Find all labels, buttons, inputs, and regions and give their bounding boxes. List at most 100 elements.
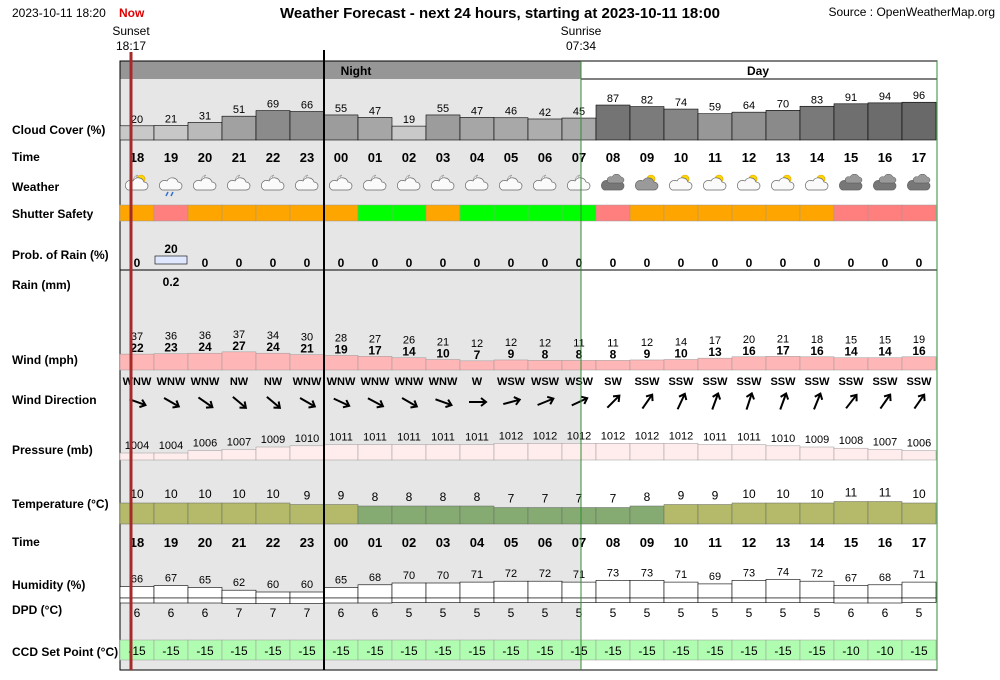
shutter-safety-cell	[663, 204, 699, 222]
cloud-cover-bar	[493, 117, 529, 141]
temperature-bar	[833, 501, 869, 525]
cloud-cover-bar	[391, 125, 427, 141]
wind-arrow-icon	[779, 392, 790, 410]
dpd-bar	[833, 597, 869, 604]
pressure-value: 1012	[499, 430, 523, 442]
dpd-value: 6	[168, 606, 175, 620]
pressure-value: 1009	[805, 434, 829, 446]
dpd-value: 5	[576, 606, 583, 620]
shutter-safety-cell	[391, 204, 427, 222]
wind-speed-bar	[901, 356, 937, 371]
shutter-safety-cell	[765, 204, 801, 222]
dpd-value: 5	[440, 606, 447, 620]
wind-speed-bar	[663, 359, 699, 371]
hour-label: 01	[368, 150, 382, 165]
dpd-bar	[493, 597, 529, 603]
ccd-set-point-cell	[901, 639, 937, 661]
pressure-bar	[561, 443, 597, 461]
row-label-wind-direction: Wind Direction	[12, 393, 97, 407]
wind-arrow-icon	[367, 397, 385, 409]
humidity-bar	[357, 584, 393, 599]
shutter-safety-cell	[425, 204, 461, 222]
humidity-bar	[323, 587, 359, 599]
humidity-value: 72	[811, 568, 823, 580]
cloud-cover-bar	[459, 117, 495, 141]
wind-arrow-icon	[606, 394, 621, 409]
pressure-bar	[255, 446, 291, 461]
broken-clouds-day-icon	[635, 174, 659, 191]
temperature-bar	[289, 504, 325, 525]
pressure-bar	[391, 444, 427, 461]
temperature-value: 10	[130, 487, 144, 501]
rain-probability-value: 0	[304, 256, 311, 270]
partly-cloudy-night-icon	[193, 174, 217, 191]
wind-direction-label: SSW	[838, 376, 864, 388]
wind-direction-label: SW	[604, 376, 622, 388]
wind-speed-bar	[595, 360, 631, 371]
wind-arrow-icon	[299, 397, 317, 409]
hour-label-bottom: 16	[878, 535, 892, 550]
pressure-bar	[221, 449, 257, 461]
temperature-bar	[629, 505, 665, 525]
hour-label-bottom: 22	[266, 535, 280, 550]
dpd-bar	[221, 597, 257, 604]
pressure-bar	[799, 446, 835, 461]
wind-arrow-icon	[266, 396, 282, 409]
temperature-value: 8	[440, 490, 447, 504]
wind-arrow-icon	[503, 396, 522, 406]
wind-direction-label: SSW	[668, 376, 694, 388]
dpd-bar	[595, 597, 631, 603]
partly-cloudy-night-icon	[465, 174, 489, 191]
wind-gust-value: 21	[777, 333, 789, 345]
cloud-cover-bar	[697, 113, 733, 141]
partly-cloudy-night-icon	[363, 174, 387, 191]
rain-probability-value: 0	[338, 256, 345, 270]
wind-arrow-icon	[571, 395, 589, 407]
wind-speed-value: 24	[266, 340, 280, 354]
dpd-value: 5	[644, 606, 651, 620]
pressure-value: 1008	[839, 435, 863, 447]
dpd-bar	[867, 597, 903, 604]
pressure-value: 1011	[431, 432, 455, 444]
wind-speed-bar	[527, 360, 563, 371]
temperature-value: 10	[742, 487, 756, 501]
cloud-cover-bar	[765, 110, 801, 141]
cloud-cover-bar	[595, 104, 631, 141]
dpd-value: 7	[304, 606, 311, 620]
hour-label-bottom: 15	[844, 535, 858, 550]
pressure-bar	[697, 444, 733, 461]
rain-probability-value: 0	[270, 256, 277, 270]
pressure-bar	[663, 443, 699, 461]
hour-label: 02	[402, 150, 416, 165]
cloud-cover-value: 31	[199, 110, 211, 122]
source-label: Source : OpenWeatherMap.org	[828, 5, 995, 19]
cloud-cover-value: 82	[641, 95, 653, 107]
hour-label: 06	[538, 150, 552, 165]
wind-direction-label: WNW	[157, 376, 186, 388]
humidity-value: 71	[471, 569, 483, 581]
hour-label-bottom: 04	[470, 535, 485, 550]
wind-arrow-icon	[469, 397, 488, 407]
wind-gust-value: 20	[743, 334, 755, 346]
dpd-value: 5	[474, 606, 481, 620]
cloud-cover-value: 91	[845, 92, 857, 104]
hour-label-bottom: 13	[776, 535, 790, 550]
wind-speed-value: 10	[674, 347, 688, 361]
humidity-value: 65	[335, 575, 347, 587]
row-label-pressure: Pressure (mb)	[12, 443, 93, 457]
temperature-value: 10	[266, 487, 280, 501]
shutter-safety-cell	[493, 204, 529, 222]
wind-arrow-icon	[537, 395, 555, 406]
cloud-cover-bar	[901, 101, 937, 141]
shutter-safety-cell	[833, 204, 869, 222]
wind-speed-bar	[697, 357, 733, 371]
humidity-bar	[255, 591, 291, 599]
ccd-set-point-value: -15	[706, 644, 724, 658]
pressure-value: 1006	[193, 438, 217, 450]
ccd-set-point-value: -15	[638, 644, 656, 658]
wind-speed-value: 9	[508, 347, 515, 361]
cloud-cover-value: 20	[131, 114, 143, 126]
wind-arrow-icon	[232, 396, 248, 409]
humidity-value: 74	[777, 566, 789, 578]
